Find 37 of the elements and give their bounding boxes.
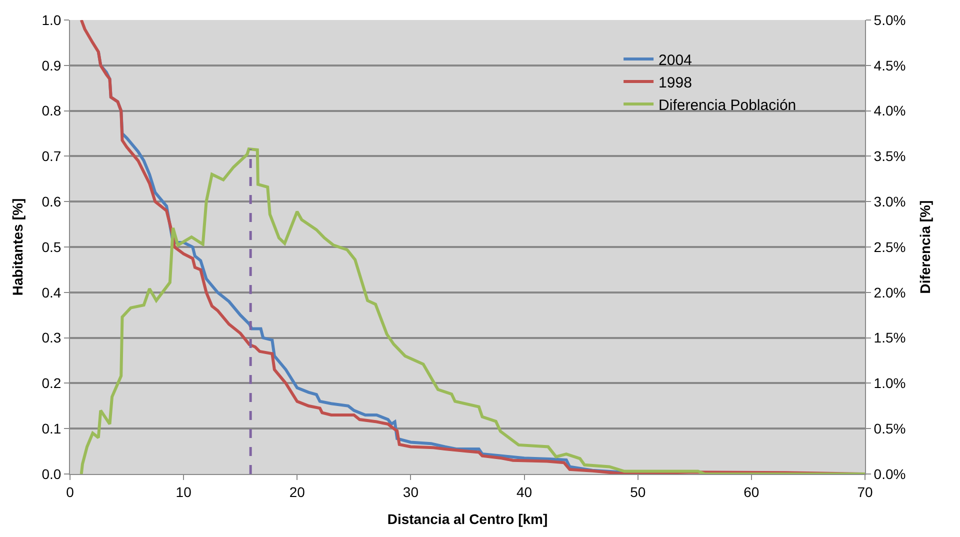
x-tick-label: 70 (857, 484, 873, 500)
x-tick-label: 10 (176, 484, 192, 500)
y-tick-label: 0.3 (42, 330, 62, 346)
x-tick-label: 0 (66, 484, 74, 500)
x-tick-label: 20 (289, 484, 306, 500)
y2-axis-title: Diferencia [%] (917, 200, 934, 294)
x-tick-label: 40 (516, 484, 532, 500)
y-tick-label: 0.2 (42, 375, 62, 392)
y2-tick-label: 4.5% (874, 57, 906, 74)
legend-label: Diferencia Población (658, 96, 796, 114)
y2-tick-label: 3.5% (874, 148, 906, 164)
y-tick-label: 0.6 (42, 194, 62, 210)
y2-tick-label: 2.0% (874, 284, 906, 300)
y-tick-label: 0.5 (42, 238, 62, 255)
y2-tick-label: 2.5% (874, 238, 906, 255)
x-axis-title: Distancia al Centro [km] (387, 511, 548, 528)
y-tick-label: 1.0 (42, 12, 62, 28)
y2-tick-label: 4.0% (874, 102, 906, 119)
y2-tick-label: 0.5% (874, 420, 906, 436)
y2-tick-label: 1.0% (874, 375, 906, 392)
x-tick-label: 60 (744, 484, 760, 500)
y-axis-title: Habitantes [%] (9, 198, 26, 296)
y2-tick-label: 5.0% (874, 12, 906, 28)
y-tick-label: 0.7 (42, 148, 62, 164)
y2-tick-label: 1.5% (874, 330, 906, 346)
y2-tick-label: 3.0% (874, 194, 906, 210)
y-tick-label: 0.0 (42, 466, 62, 482)
y2-tick-label: 0.0% (874, 466, 906, 482)
legend-label: 2004 (658, 52, 692, 69)
y-tick-label: 0.1 (42, 420, 62, 436)
legend-label: 1998 (658, 74, 692, 92)
y-tick-label: 0.9 (42, 57, 62, 74)
y-tick-label: 0.8 (42, 102, 62, 119)
y-tick-label: 0.4 (42, 284, 62, 300)
x-tick-label: 50 (630, 484, 646, 500)
line-series (80, 147, 865, 474)
x-tick-label: 30 (402, 484, 419, 500)
